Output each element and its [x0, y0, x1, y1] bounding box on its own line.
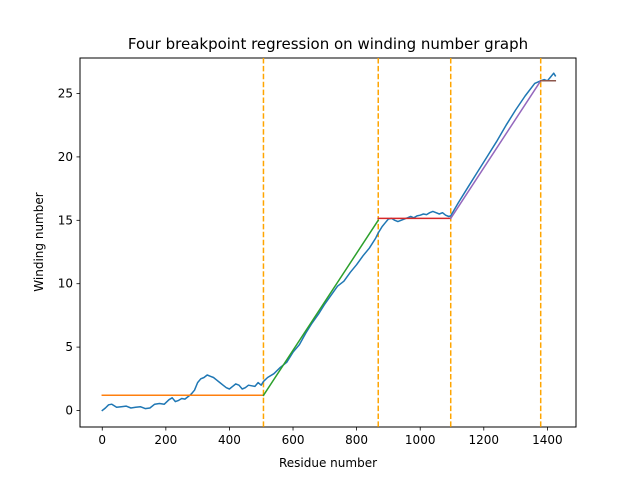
- x-tick-label: 400: [218, 433, 241, 447]
- plot-area: 0 200 400 600 800 1000 1200 1400 0 5 10 15 20 25: [58, 57, 577, 447]
- y-axis-ticks: 0 5 10 15 20 25: [58, 87, 80, 418]
- series-layer: [101, 72, 557, 412]
- x-axis-ticks: 0 200 400 600 800 1000 1200 1400: [98, 427, 563, 447]
- fit-segment-2: [262, 219, 380, 397]
- chart-title: Four breakpoint regression on winding nu…: [128, 35, 528, 53]
- y-tick-label: 25: [58, 87, 73, 101]
- x-tick-label: 1200: [469, 433, 500, 447]
- x-tick-label: 200: [154, 433, 177, 447]
- fit-segment-4: [449, 79, 542, 220]
- x-tick-label: 600: [282, 433, 305, 447]
- x-tick-label: 1000: [405, 433, 436, 447]
- x-tick-label: 800: [345, 433, 368, 447]
- y-tick-label: 10: [58, 277, 73, 291]
- y-tick-label: 20: [58, 150, 73, 164]
- x-axis-label: Residue number: [279, 456, 377, 470]
- x-tick-label: 1400: [532, 433, 563, 447]
- y-tick-label: 0: [65, 404, 73, 418]
- axes-frame: [79, 57, 577, 428]
- winding-number-line: [101, 72, 557, 412]
- y-tick-label: 15: [58, 213, 73, 227]
- x-tick-label: 0: [98, 433, 106, 447]
- breakpoint-lines: [262, 58, 542, 427]
- y-tick-label: 5: [65, 340, 73, 354]
- y-axis-label: Winding number: [32, 192, 46, 291]
